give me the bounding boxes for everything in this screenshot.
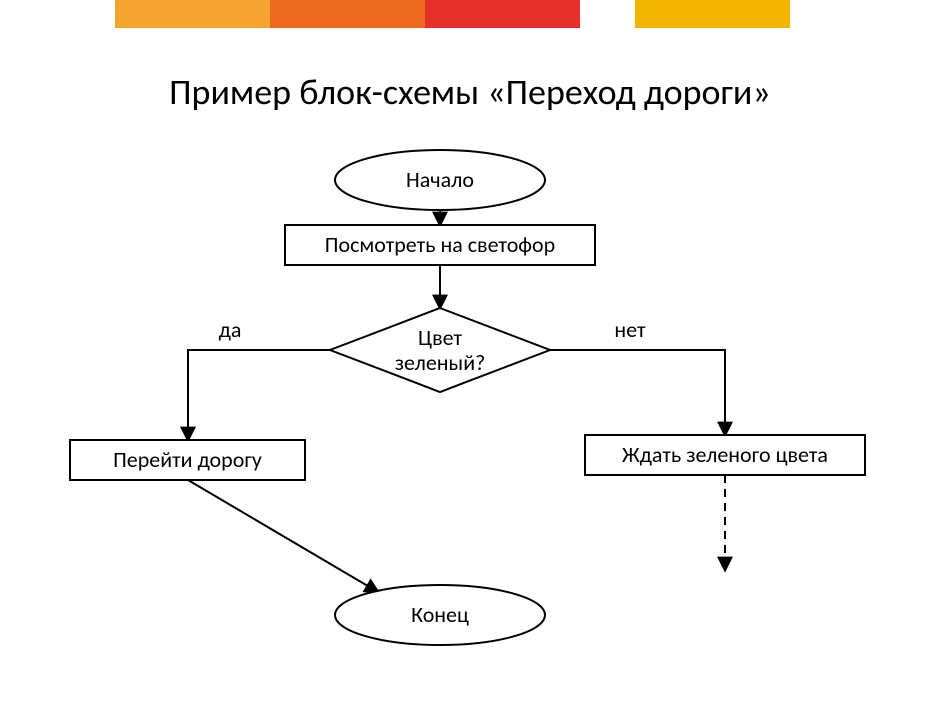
flow-edge <box>550 350 725 435</box>
flow-node-label-start: Начало <box>335 150 545 210</box>
edge-label: нет <box>600 316 660 344</box>
flow-node-label-cond: Цвет зеленый? <box>330 308 550 392</box>
flow-node-label-look: Посмотреть на светофор <box>285 225 595 265</box>
flow-node-label-cross: Перейти дорогу <box>70 440 305 480</box>
edge-label: да <box>200 316 260 344</box>
flow-edge <box>188 480 378 592</box>
flow-node-label-wait: Ждать зеленого цвета <box>585 435 865 475</box>
flow-node-label-end: Конец <box>335 585 545 645</box>
flow-edge <box>188 350 330 440</box>
